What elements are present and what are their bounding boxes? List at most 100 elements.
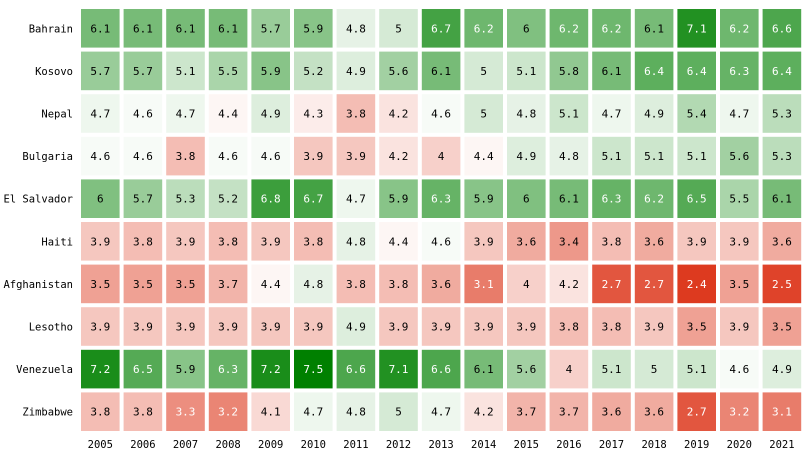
cell-value-label: 3.6 (644, 406, 664, 419)
heatmap-cell (123, 264, 163, 304)
cell-value-label: 5 (395, 406, 402, 419)
heatmap-cell (720, 179, 759, 218)
heatmap-cell (81, 307, 120, 346)
cell-value-label: 4.6 (90, 150, 110, 163)
x-tick-label: 2012 (386, 439, 411, 451)
heatmap-cell (549, 392, 589, 431)
cell-value-label: 6.1 (176, 22, 196, 35)
heatmap-cell (336, 9, 376, 48)
heatmap-cell (123, 349, 163, 389)
cell-value-label: 6.6 (772, 22, 792, 35)
heatmap-cell (592, 94, 631, 133)
cell-value-label: 5 (651, 363, 658, 376)
x-tick-label: 2014 (471, 439, 496, 451)
cell-value-label: 5.6 (729, 150, 749, 163)
heatmap-cell (677, 179, 716, 218)
cell-value-label: 4.8 (346, 22, 366, 35)
cell-value-label: 5.7 (133, 65, 153, 78)
x-tick-label: 2016 (556, 439, 581, 451)
cell-value-label: 6.4 (687, 65, 707, 78)
heatmap-cell (421, 51, 461, 91)
heatmap-cell (123, 179, 163, 218)
heatmap-cell (166, 264, 205, 304)
heatmap-cell (123, 94, 163, 133)
cell-value-label: 6.1 (772, 193, 792, 206)
heatmap-cell (336, 51, 376, 91)
cell-value-label: 3.1 (772, 406, 792, 419)
cell-value-label: 4.9 (261, 108, 281, 121)
x-tick-label: 2011 (343, 439, 368, 451)
cell-value-label: 3.8 (218, 235, 238, 248)
cell-value-label: 4.2 (389, 108, 409, 121)
y-tick-label: Afghanistan (3, 279, 73, 291)
heatmap-cell (549, 179, 589, 218)
heatmap-cell (507, 136, 546, 176)
heatmap-cell (421, 307, 461, 346)
cell-value-label: 3.9 (474, 235, 494, 248)
cell-value-label: 7.2 (261, 363, 281, 376)
cell-value-label: 6.3 (602, 193, 622, 206)
cell-value-label: 3.6 (516, 235, 536, 248)
cell-value-label: 5.6 (516, 363, 536, 376)
heatmap-cell (634, 392, 674, 431)
heatmap-cell (123, 307, 163, 346)
cell-value-label: 4.9 (346, 321, 366, 334)
heatmap-cell (81, 264, 120, 304)
cell-value-label: 4.9 (772, 363, 792, 376)
cell-value-label: 4.7 (176, 108, 196, 121)
heatmap-cell (294, 264, 333, 304)
cell-value-label: 5.5 (729, 193, 749, 206)
heatmap-cell (634, 222, 674, 261)
heatmap-cell (464, 222, 503, 261)
heatmap-cell (166, 136, 205, 176)
x-tick-label: 2006 (130, 439, 155, 451)
heatmap-cell (592, 136, 631, 176)
cell-value-label: 5.7 (133, 193, 153, 206)
heatmap-cell (294, 307, 333, 346)
cell-value-label: 3.9 (346, 150, 366, 163)
cell-value-label: 3.3 (176, 406, 196, 419)
heatmap-cell (379, 307, 418, 346)
cell-value-label: 6.6 (431, 363, 451, 376)
heatmap-cell (336, 94, 376, 133)
x-tick-label: 2021 (769, 439, 794, 451)
cell-value-label: 4.7 (729, 108, 749, 121)
cell-value-label: 5.9 (176, 363, 196, 376)
heatmap-cell (634, 136, 674, 176)
heatmap-cell (81, 136, 120, 176)
heatmap-cell (592, 307, 631, 346)
heatmap-cell (336, 136, 376, 176)
cell-value-label: 6.1 (559, 193, 579, 206)
heatmap-cell (720, 9, 759, 48)
y-axis-labels: Bahrain Kosovo Nepal Bulgaria El Salvador Hai… (3, 23, 73, 418)
cell-value-label: 3.8 (346, 278, 366, 291)
cell-value-label: 4.9 (346, 65, 366, 78)
heatmap-cell (634, 94, 674, 133)
cell-value-label: 6.1 (474, 363, 494, 376)
heatmap-cell (294, 51, 333, 91)
heatmap-cell (208, 349, 248, 389)
heatmap-cell (166, 349, 205, 389)
y-tick-label: Lesotho (29, 322, 73, 334)
heatmap-cell (464, 179, 503, 218)
cell-value-label: 5.1 (602, 150, 622, 163)
heatmap-cell (677, 307, 716, 346)
heatmap-cell (421, 222, 461, 261)
cell-value-label: 3.2 (729, 406, 749, 419)
cell-value-label: 5.1 (687, 150, 707, 163)
cell-value-label: 3.9 (474, 321, 494, 334)
heatmap-cell (762, 222, 802, 261)
heatmap-cell (507, 264, 546, 304)
cell-value-label: 2.7 (687, 406, 707, 419)
heatmap-cell (81, 51, 120, 91)
cell-value-label: 3.5 (687, 321, 707, 334)
heatmap-cell (762, 94, 802, 133)
heatmap-cell (208, 179, 248, 218)
cell-value-label: 4.7 (303, 406, 323, 419)
heatmap-cell (208, 9, 248, 48)
cell-value-label: 6.4 (772, 65, 792, 78)
y-tick-label: Kosovo (35, 66, 73, 78)
cell-value-label: 6.1 (602, 65, 622, 78)
heatmap-cell (464, 9, 503, 48)
